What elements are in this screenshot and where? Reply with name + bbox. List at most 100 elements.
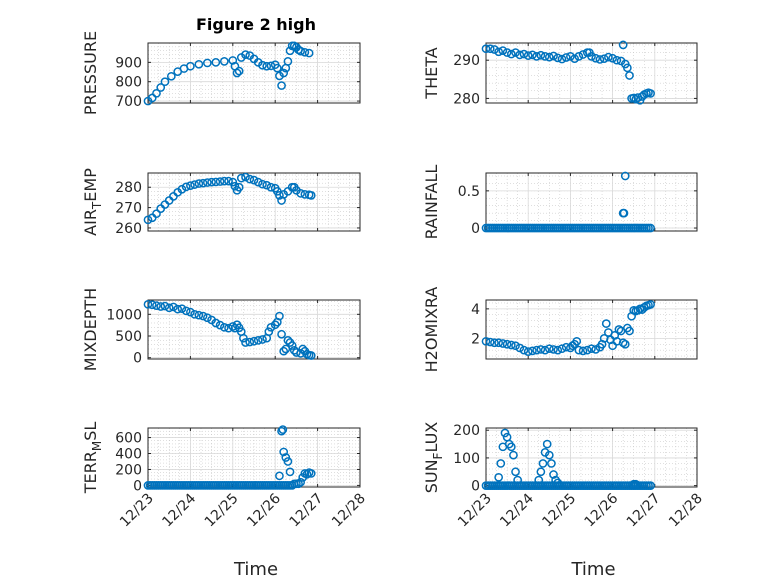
data-point [608,53,617,63]
data-point [549,470,558,479]
data-point [553,345,563,355]
data-point [249,175,259,185]
y-tick-label: 2 [471,331,480,347]
data-point [544,344,554,354]
data-point [264,327,274,337]
y-tick-label: 600 [115,431,142,447]
axes-mixdepth: 0 500 1000 MIXDEPTH [81,288,361,371]
data-point [249,336,259,346]
data-point [186,181,195,190]
data-point [143,215,153,225]
data-point [277,329,286,339]
series-markers [143,299,316,360]
data-point [519,49,529,59]
y-tick-label: 0.5 [458,184,480,200]
series-markers [481,171,655,233]
data-point [623,63,632,73]
data-point [194,310,204,320]
data-point [219,322,229,332]
data-point [513,475,523,485]
data-point [258,60,267,70]
data-point [275,471,284,481]
data-point [198,311,208,321]
data-point [285,46,295,56]
data-point [538,459,548,468]
x-tick-label: 12/28 [329,491,369,531]
x-tick-label: 12/23 [455,491,495,531]
data-point [283,335,293,345]
y-tick-label: 700 [115,94,142,110]
data-point [224,176,233,186]
data-point [604,52,613,62]
data-point [646,481,655,490]
data-point [203,178,212,187]
data-point [506,49,516,59]
data-point [152,209,161,219]
data-point [599,54,609,64]
data-point [241,338,250,347]
y-axis-label: SUNFLUX [422,422,445,494]
axes-frame [147,299,361,360]
data-point [544,450,554,460]
y-tick-label: 0 [471,479,480,495]
x-tick-label: 12/27 [287,491,327,531]
data-point [190,180,199,189]
y-tick-label: 200 [115,462,142,478]
x-tick-label: 12/23 [117,491,157,531]
data-point [496,459,506,468]
data-point [234,182,244,192]
data-point [591,53,601,63]
data-point [481,336,491,346]
data-point [528,346,537,356]
data-point [203,313,212,323]
data-point [279,447,289,457]
data-point [490,45,499,54]
data-point [519,345,529,355]
data-point [300,47,310,57]
data-point [215,177,225,186]
data-point [595,55,605,64]
data-point [275,311,284,321]
data-point [234,66,244,76]
data-point [283,457,293,466]
data-point [620,171,630,181]
data-point [272,63,282,73]
data-point [511,467,520,477]
data-point [296,477,305,487]
data-point [241,50,250,59]
chart-title: Figure 2 high [196,15,316,34]
data-point [601,319,611,328]
data-point [215,320,225,330]
x-tick-label: 12/25 [539,491,579,531]
data-point [166,71,176,81]
y-tick-label: 0 [133,351,142,367]
x-axis-label: Time [233,559,278,580]
data-point [296,189,305,198]
data-point [253,335,263,345]
data-point [557,344,567,354]
data-point [582,345,592,355]
data-point [277,426,286,436]
data-point [287,341,297,350]
y-axis-label: RAINFALL [422,165,441,240]
axes-sunflux: 0 100 200 12/23 12/24 12/25 12/26 12/27 12/28 Tim… [422,422,706,580]
data-point [612,55,622,65]
data-point [570,54,579,64]
axes-theta: 280 290 THETA [422,40,698,107]
series-markers [481,300,655,356]
plot-area [485,172,698,232]
data-point [506,442,516,452]
data-point [160,77,170,87]
data-point [266,322,276,332]
data-point [485,44,495,54]
data-point [266,182,276,192]
data-point [186,307,195,317]
data-point [532,52,541,61]
data-point [278,425,288,434]
series-markers [481,428,655,490]
data-point [211,58,221,67]
data-point [236,173,246,183]
y-tick-label: 800 [115,75,142,91]
data-point [198,178,208,188]
series-markers [143,172,316,225]
